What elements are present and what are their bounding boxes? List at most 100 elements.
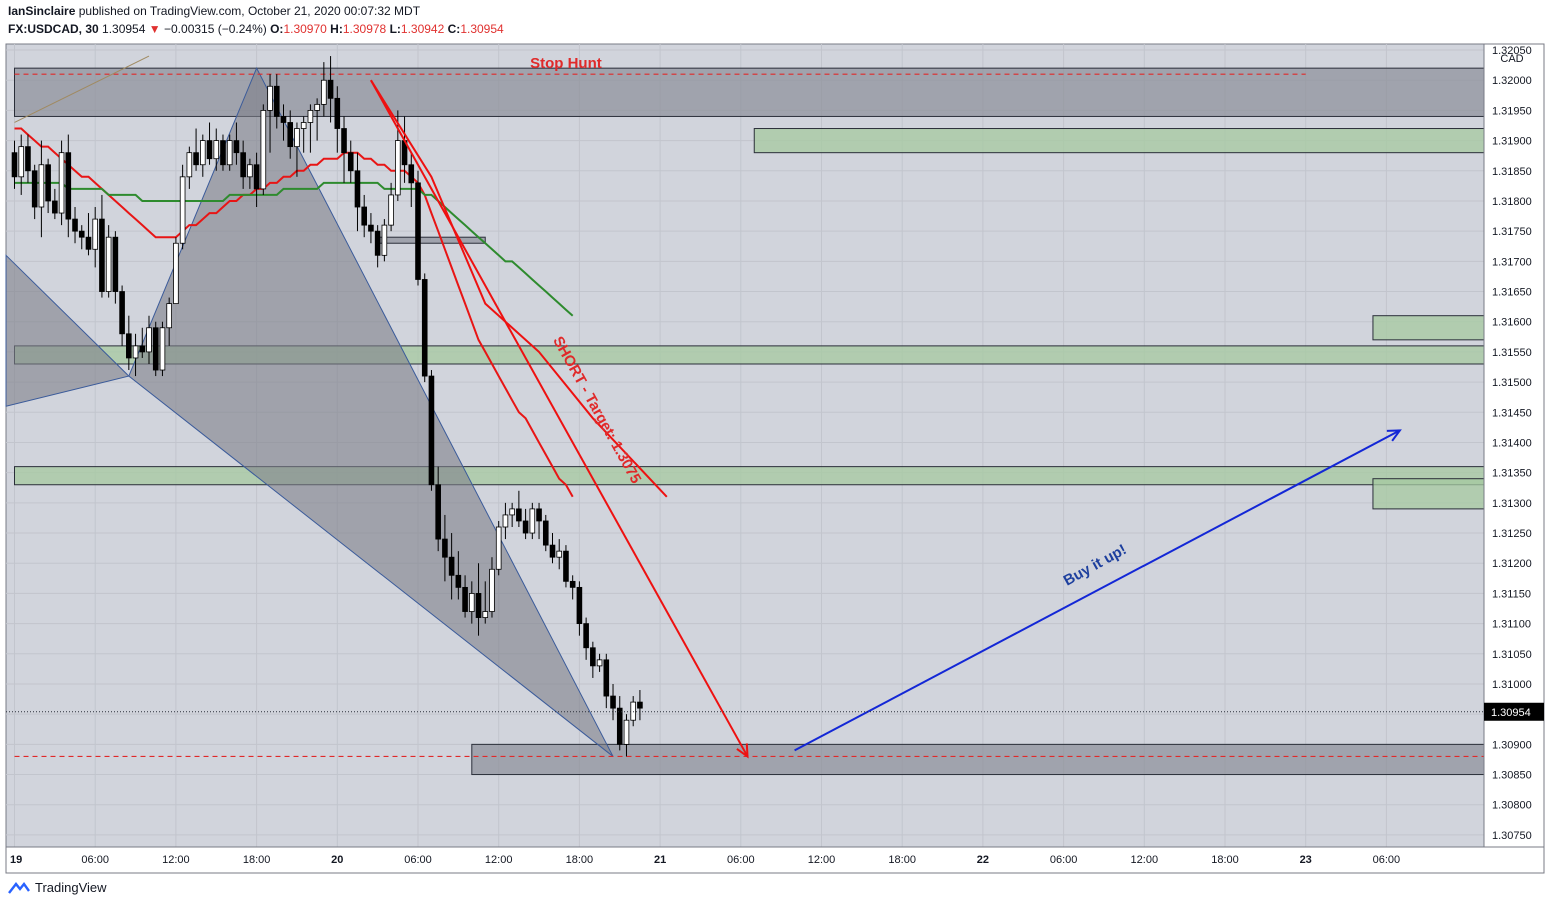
- x-tick-label: 06:00: [404, 854, 432, 866]
- candle-down: [253, 164, 260, 190]
- candle-down: [563, 550, 569, 582]
- y-tick-label: 1.31800: [1492, 196, 1532, 208]
- candle-up: [186, 152, 193, 178]
- x-tick-label: 12:00: [162, 854, 190, 866]
- high-label: H:: [330, 22, 343, 36]
- projection-curve: [370, 79, 668, 498]
- ma-slow-line: [14, 181, 574, 317]
- arrow-head: [736, 743, 749, 759]
- candle-down: [435, 484, 441, 540]
- candle-up: [132, 345, 139, 359]
- candle-down: [542, 520, 549, 546]
- x-tick-label: 12:00: [485, 854, 513, 866]
- x-tick-label: 18:00: [566, 854, 594, 866]
- candle-up: [388, 194, 394, 226]
- candle-down: [408, 164, 415, 184]
- y-tick-label: 1.31250: [1492, 528, 1532, 540]
- projection-arrow: [370, 79, 749, 757]
- candle-down: [576, 586, 583, 625]
- down-triangle-icon: ▼: [148, 22, 161, 36]
- footer-brand[interactable]: TradingView: [8, 880, 107, 895]
- demand-zone: [1372, 315, 1485, 341]
- trend-lines: [14, 55, 1402, 759]
- x-tick-label: 22: [977, 854, 989, 866]
- candle-down: [415, 182, 421, 280]
- y-tick-label: 1.30900: [1492, 739, 1532, 751]
- y-tick-label: 1.32000: [1492, 75, 1532, 87]
- candle-down: [112, 236, 119, 292]
- supply-zone: [377, 236, 486, 244]
- candle-down: [347, 152, 354, 172]
- time-axis[interactable]: [5, 846, 1545, 874]
- candle-down: [240, 152, 246, 178]
- candle-down: [65, 152, 72, 220]
- candle-down: [522, 520, 529, 534]
- x-tick-label: 12:00: [1131, 854, 1159, 866]
- tradingview-logo-icon: [8, 881, 30, 894]
- candle-down: [374, 230, 381, 256]
- candle-up: [314, 103, 320, 111]
- candle-down: [25, 146, 31, 172]
- footer-brand-label: TradingView: [35, 880, 107, 895]
- y-tick-label: 1.30850: [1492, 770, 1532, 782]
- candle-down: [361, 206, 367, 226]
- candle-up: [556, 550, 563, 558]
- candle-down: [610, 695, 616, 709]
- candle-down: [72, 218, 78, 232]
- price-levels: [14, 73, 1484, 758]
- y-tick-label: 1.31650: [1492, 287, 1532, 299]
- candle-up: [294, 128, 300, 148]
- symbol-label: FX:USDCAD, 30: [8, 22, 99, 36]
- arrow-head: [1386, 429, 1402, 442]
- candle-down: [220, 140, 226, 166]
- y-tick-label: 1.32050: [1492, 45, 1532, 57]
- candle-down: [327, 79, 334, 99]
- candle-down: [52, 200, 58, 214]
- candle-down: [569, 580, 576, 588]
- candle-down: [583, 623, 589, 649]
- price-change: −0.00315 (−0.24%): [164, 22, 267, 36]
- publish-date: published on TradingView.com, October 21…: [78, 4, 421, 18]
- candle-down: [206, 140, 213, 160]
- candle-down: [31, 170, 38, 208]
- candle-up: [166, 303, 172, 329]
- y-tick-label: 1.31450: [1492, 407, 1532, 419]
- candle-up: [495, 526, 502, 570]
- projection-arrow: [794, 429, 1401, 752]
- candle-up: [307, 110, 314, 123]
- low-value: 1.30942: [400, 22, 445, 36]
- candle-up: [146, 327, 152, 353]
- author-name[interactable]: IanSinclaire: [8, 4, 76, 18]
- candle-up: [395, 140, 401, 196]
- y-tick-label: 1.30750: [1492, 830, 1532, 842]
- candle-up: [58, 152, 65, 214]
- candle-up: [489, 568, 495, 612]
- demand-zone: [1372, 478, 1485, 510]
- candle-up: [105, 236, 112, 292]
- candle-down: [152, 327, 159, 371]
- high-value: 1.30978: [342, 22, 387, 36]
- y-tick-label: 1.31200: [1492, 558, 1532, 570]
- current-price: 1.30954: [102, 22, 146, 36]
- low-label: L:: [389, 22, 401, 36]
- candle-down: [139, 345, 146, 353]
- y-tick-label: 1.31700: [1492, 256, 1532, 268]
- trend-line: [14, 55, 150, 123]
- candle-down: [616, 707, 623, 745]
- x-tick-label: 06:00: [1050, 854, 1078, 866]
- candle-up: [260, 110, 267, 190]
- x-tick-label: 18:00: [243, 854, 271, 866]
- candle-up: [226, 140, 233, 166]
- candle-up: [18, 146, 25, 178]
- open-value: 1.30970: [283, 22, 327, 36]
- candle-down: [421, 279, 428, 377]
- demand-zone: [14, 466, 1485, 486]
- candle-down: [119, 291, 125, 335]
- candle-down: [85, 236, 92, 250]
- x-tick-label: 18:00: [888, 854, 916, 866]
- candle-down: [273, 85, 280, 117]
- x-tick-label: 23: [1300, 854, 1312, 866]
- y-tick-label: 1.31300: [1492, 498, 1532, 510]
- close-label: C:: [447, 22, 461, 36]
